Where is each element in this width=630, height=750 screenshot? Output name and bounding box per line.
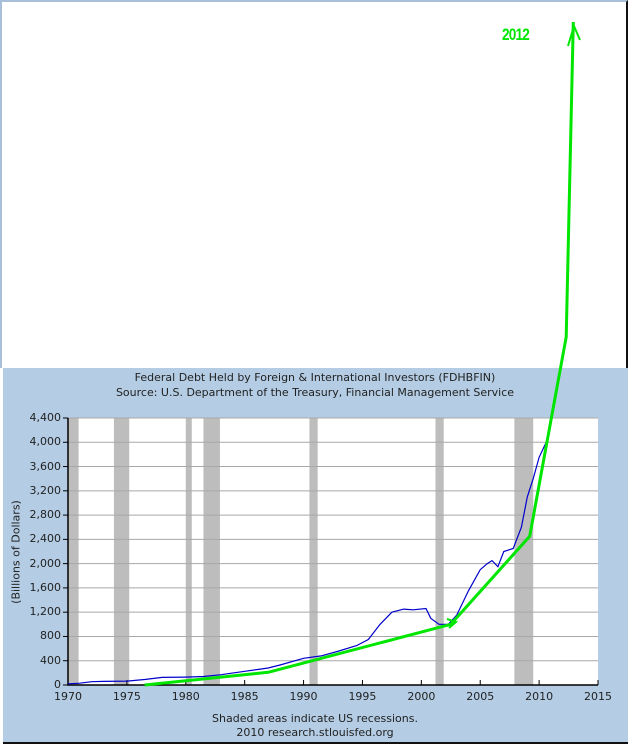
recession-note: Shaded areas indicate US recessions. [212, 712, 418, 725]
y-tick-label: 2,000 [29, 556, 62, 570]
recession-bar [203, 418, 220, 685]
y-tick-label: 1,600 [29, 580, 62, 594]
y-tick-label: 800 [40, 629, 61, 643]
arrow-hook-icon [446, 618, 458, 629]
x-tick-label: 1970 [54, 690, 82, 703]
y-tick-label: 2,400 [29, 532, 62, 546]
chart-source: Source: U.S. Department of the Treasury,… [115, 386, 515, 399]
trend-annotation-line [144, 21, 575, 687]
year-annotation: 2012 [502, 25, 530, 44]
x-tick-label: 1995 [348, 690, 377, 703]
x-tick-label: 2000 [407, 690, 436, 703]
arrow-up-icon [567, 23, 581, 47]
chart-title: Federal Debt Held by Foreign & Internati… [134, 371, 496, 384]
x-tick-label: 1975 [112, 690, 141, 703]
plot-area [68, 418, 598, 685]
x-tick-label: 1985 [230, 690, 259, 703]
recession-shading [68, 418, 534, 685]
y-tick-label: 1,200 [29, 605, 62, 619]
y-tick-label: 3,600 [29, 459, 62, 473]
x-tick-label: 2010 [525, 690, 554, 703]
x-tick-label: 1980 [171, 690, 200, 703]
x-tick-label: 1990 [289, 690, 318, 703]
gridlines [68, 417, 598, 662]
y-tick-label: 4,400 [29, 411, 62, 424]
recession-bar [68, 418, 79, 685]
recession-bar [514, 418, 534, 685]
y-tick-label: 2,800 [29, 508, 62, 522]
recession-bar [435, 418, 444, 685]
annotation-canvas [0, 0, 628, 368]
y-tick-label: 0 [54, 678, 61, 691]
fdhbfin-line [67, 442, 547, 685]
x-tick-label: 2005 [466, 690, 495, 703]
axes [63, 417, 599, 686]
x-tick-label: 2015 [584, 690, 612, 703]
y-tick-label: 400 [40, 653, 61, 667]
recession-bar [309, 418, 318, 685]
y-tick-label: 3,200 [29, 483, 62, 497]
recession-bar [113, 418, 130, 685]
y-tick-label: 4,000 [29, 435, 62, 449]
source-credit: 2010 research.stlouisfed.org [236, 726, 394, 739]
recession-bar [185, 418, 192, 685]
